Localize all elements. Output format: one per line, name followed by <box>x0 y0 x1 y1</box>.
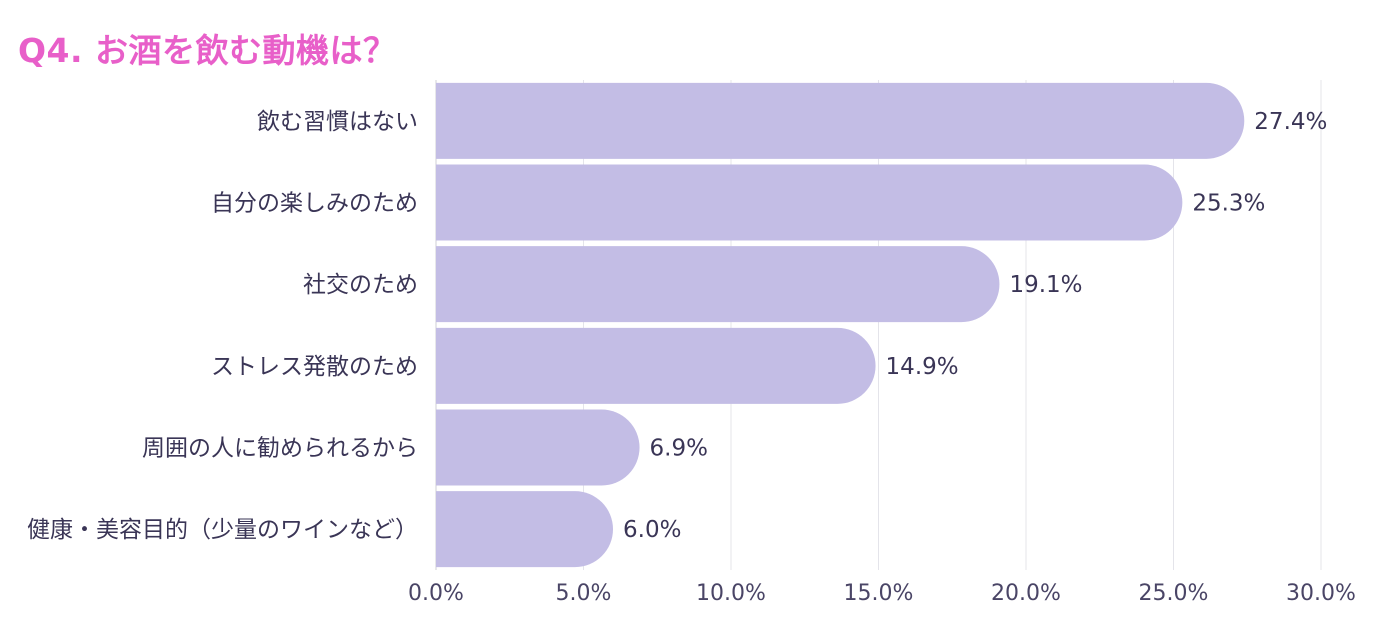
value-label: 6.9% <box>650 436 708 462</box>
bar <box>436 409 640 486</box>
x-tick-label: 5.0% <box>556 581 612 606</box>
x-tick-label: 10.0% <box>696 581 766 606</box>
value-label: 27.4% <box>1254 109 1327 135</box>
x-axis-ticks: 0.0% 5.0% 10.0% 15.0% 20.0% 25.0% 30.0% <box>408 581 1356 606</box>
category-label: 自分の楽しみのため <box>211 191 418 217</box>
bar <box>436 327 876 404</box>
bar <box>436 246 1000 323</box>
category-label: 健康・美容目的（少量のワインなど） <box>27 517 418 543</box>
chart-title: Q4. お酒を飲む動機は？ <box>18 31 397 70</box>
category-label: 社交のため <box>303 272 418 298</box>
bar <box>436 491 613 568</box>
x-tick-label: 0.0% <box>408 581 464 606</box>
x-tick-label: 25.0% <box>1139 581 1209 606</box>
bars <box>436 82 1245 568</box>
category-label: 飲む習慣はない <box>257 109 418 135</box>
x-tick-label: 30.0% <box>1286 581 1356 606</box>
bar <box>436 82 1245 159</box>
value-label: 6.0% <box>623 517 681 543</box>
value-label: 25.3% <box>1192 191 1265 217</box>
category-label: 周囲の人に勧められるから <box>142 436 418 462</box>
x-tick-label: 20.0% <box>991 581 1061 606</box>
bar <box>436 164 1183 241</box>
value-labels: 27.4% 25.3% 19.1% 14.9% 6.9% 6.0% <box>623 109 1327 543</box>
value-label: 14.9% <box>886 354 959 380</box>
value-label: 19.1% <box>1009 272 1082 298</box>
grid-lines <box>435 80 1322 570</box>
category-label: ストレス発散のため <box>211 354 418 380</box>
category-labels: 飲む習慣はない自分の楽しみのため社交のためストレス発散のため周囲の人に勧められる… <box>27 109 418 543</box>
x-tick-label: 15.0% <box>844 581 914 606</box>
